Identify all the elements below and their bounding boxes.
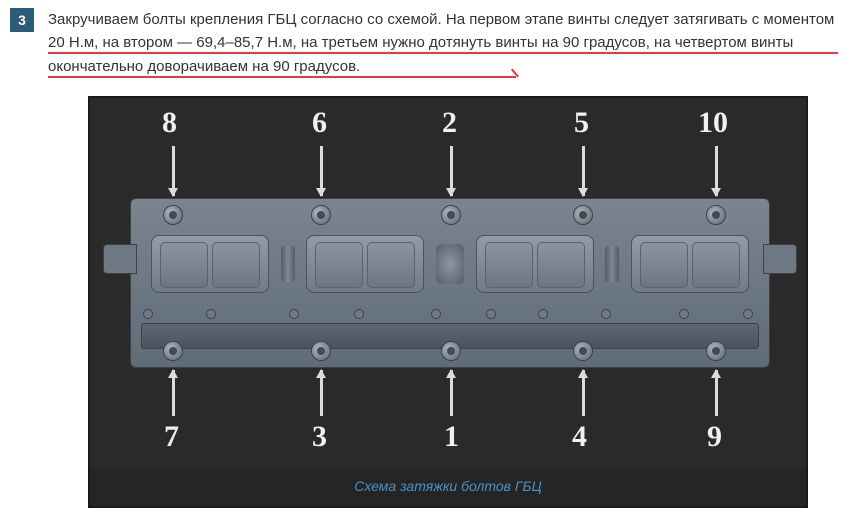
arrow-bottom-7	[172, 370, 175, 416]
diagram-caption: Схема затяжки болтов ГБЦ	[90, 468, 806, 506]
highlight-underline-1	[48, 52, 838, 54]
bolt-hole	[441, 341, 461, 361]
small-bolt	[289, 309, 299, 319]
small-bolt	[538, 309, 548, 319]
bolt-label-7: 7	[164, 420, 179, 454]
bolt-label-3: 3	[312, 420, 327, 454]
cam-shaft	[605, 246, 619, 282]
bolt-sequence-diagram: 8 6 2 5 10	[90, 98, 806, 468]
small-bolt	[354, 309, 364, 319]
cylinder-head	[130, 198, 770, 368]
small-bolt	[206, 309, 216, 319]
small-bolt	[486, 309, 496, 319]
cam-chamber	[151, 235, 269, 293]
instruction-body: Закручиваем болты крепления ГБЦ согласно…	[48, 11, 834, 75]
bolt-hole	[573, 341, 593, 361]
cam-chamber	[631, 235, 749, 293]
bolt-hole	[163, 341, 183, 361]
arrow-top-2	[450, 146, 453, 196]
bolt-label-8: 8	[162, 106, 177, 140]
bolt-label-2: 2	[442, 106, 457, 140]
bolt-label-6: 6	[312, 106, 327, 140]
bolt-hole	[706, 341, 726, 361]
diagram-frame: 8 6 2 5 10	[88, 96, 808, 508]
bolt-hole	[163, 205, 183, 225]
step-container: 3 Закручиваем болты крепления ГБЦ соглас…	[0, 0, 855, 516]
step-content: Закручиваем болты крепления ГБЦ согласно…	[48, 8, 848, 508]
instruction-text: Закручиваем болты крепления ГБЦ согласно…	[48, 8, 848, 78]
arrow-bottom-4	[582, 370, 585, 416]
bolt-label-9: 9	[707, 420, 722, 454]
arrow-bottom-3	[320, 370, 323, 416]
cam-chamber	[476, 235, 594, 293]
bolt-hole	[441, 205, 461, 225]
cam-shaft-center	[436, 244, 464, 284]
arrow-top-6	[320, 146, 323, 196]
arrow-top-8	[172, 146, 175, 196]
small-bolt	[679, 309, 689, 319]
small-bolt	[431, 309, 441, 319]
bolt-hole	[706, 205, 726, 225]
small-bolt	[743, 309, 753, 319]
bolt-label-1: 1	[444, 420, 459, 454]
small-bolt	[601, 309, 611, 319]
highlight-underline-2	[48, 76, 516, 78]
cam-chamber	[306, 235, 424, 293]
arrow-bottom-1	[450, 370, 453, 416]
bolt-label-5: 5	[574, 106, 589, 140]
bolt-label-4: 4	[572, 420, 587, 454]
bolt-hole	[311, 205, 331, 225]
bolt-hole	[573, 205, 593, 225]
bolt-hole	[311, 341, 331, 361]
camshaft-row	[151, 234, 749, 294]
arrow-top-5	[582, 146, 585, 196]
arrow-bottom-9	[715, 370, 718, 416]
small-bolt	[143, 309, 153, 319]
cam-shaft	[281, 246, 295, 282]
arrow-top-10	[715, 146, 718, 196]
step-number-badge: 3	[10, 8, 34, 32]
bolt-label-10: 10	[698, 106, 728, 140]
